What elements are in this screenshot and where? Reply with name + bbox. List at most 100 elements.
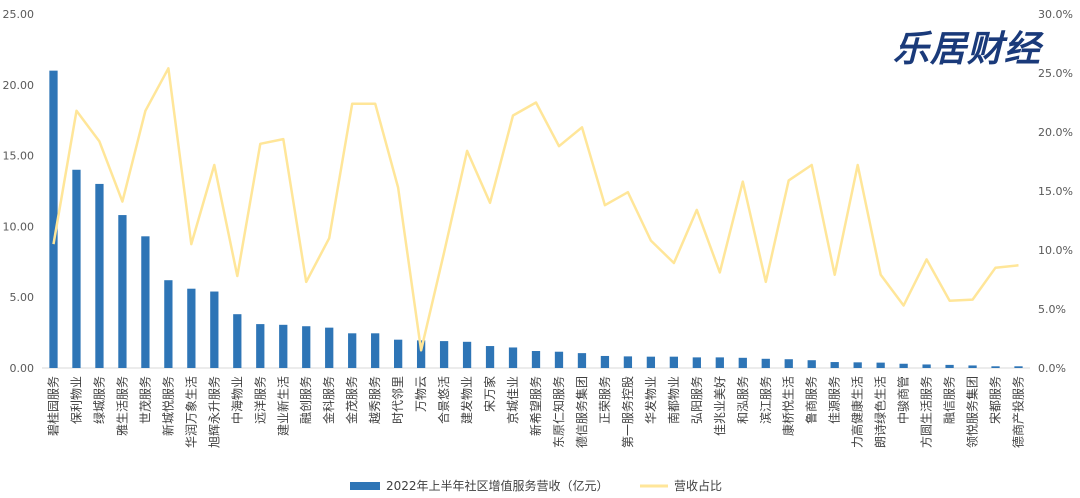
- legend-swatch-bar: [350, 482, 380, 490]
- category-label: 德商产投服务: [1011, 376, 1026, 448]
- category-label: 新希望服务: [528, 376, 543, 436]
- y-left-tick-label: 5.00: [10, 291, 35, 304]
- category-label: 世茂服务: [137, 376, 152, 424]
- category-label: 京城佳业: [506, 376, 520, 424]
- bar: [325, 327, 334, 368]
- category-label: 滨江服务: [758, 376, 773, 424]
- y-right-tick-label: 5.0%: [1038, 303, 1066, 316]
- bar: [968, 365, 977, 368]
- bar: [279, 324, 288, 368]
- category-label: 朗诗绿色生活: [873, 376, 888, 448]
- category-label: 碧桂园服务: [46, 376, 61, 436]
- category-label: 融创服务: [298, 376, 313, 424]
- bar: [187, 288, 196, 368]
- bar: [118, 215, 127, 368]
- category-label: 领悦服务集团: [965, 376, 980, 448]
- y-left-tick-label: 10.00: [3, 220, 35, 233]
- category-label: 和泓服务: [735, 376, 750, 424]
- axes: 0.00 5.00 10.00 15.00 20.00 25.00 0.0% 5.0% 10.0…: [3, 8, 1073, 375]
- bar: [761, 358, 770, 368]
- bar: [876, 362, 885, 368]
- bar: [348, 333, 357, 368]
- bar: [784, 359, 793, 368]
- bar: [302, 326, 311, 368]
- bar: [554, 351, 564, 368]
- bars: [49, 70, 1023, 368]
- y-left-tick-label: 15.00: [3, 150, 35, 163]
- category-label: 新城悦服务: [160, 376, 175, 436]
- bar: [669, 356, 678, 368]
- bar: [600, 355, 610, 368]
- category-label: 金茂服务: [344, 376, 359, 424]
- category-label: 华发物业: [643, 376, 658, 424]
- y-right-tick-label: 25.0%: [1038, 67, 1073, 80]
- category-label: 东原仁知服务: [551, 376, 566, 448]
- category-label: 宋都服务: [988, 376, 1003, 424]
- y-left-tick-label: 0.00: [10, 362, 35, 375]
- line-series: [52, 67, 1019, 352]
- bar: [830, 362, 839, 368]
- y-left-tick-label: 20.00: [3, 79, 35, 92]
- legend: 2022年上半年社区增值服务营收（亿元） 营收占比: [350, 478, 722, 493]
- category-label: 力高健康生活: [850, 376, 865, 448]
- category-label: 建业新生活: [275, 376, 290, 436]
- bar: [485, 346, 495, 368]
- category-label: 方圆生活服务: [919, 376, 934, 448]
- bar: [991, 366, 1000, 368]
- category-label: 华润万象生活: [184, 376, 198, 448]
- y-right-tick-label: 20.0%: [1038, 126, 1073, 139]
- bar: [72, 169, 81, 368]
- category-label: 第一服务控股: [620, 376, 635, 448]
- logo: 乐居财经: [893, 29, 1042, 70]
- y-right-tick-label: 30.0%: [1038, 8, 1073, 21]
- bar: [439, 341, 449, 368]
- bar: [394, 339, 403, 368]
- category-label: 中骏商管: [896, 376, 911, 424]
- bar: [692, 357, 701, 368]
- category-label: 金科服务: [321, 376, 336, 424]
- category-label: 越秀服务: [367, 376, 382, 424]
- legend-label-line: 营收占比: [674, 478, 722, 493]
- legend-label-bar: 2022年上半年社区增值服务营收（亿元）: [386, 478, 609, 493]
- category-label: 鲁商服务: [804, 376, 819, 424]
- bar: [462, 341, 472, 368]
- category-labels: 碧桂园服务 保利物业 绿城服务 雅生活服务 世茂服务 新城悦服务 华润万象生活 旭辉永升服务中…: [46, 376, 1026, 448]
- category-label: 旭辉永升服务: [206, 376, 221, 448]
- category-label: 正荣服务: [597, 376, 612, 424]
- bar: [738, 357, 747, 368]
- bar: [715, 357, 724, 368]
- category-label: 南都物业: [666, 376, 681, 424]
- bar: [508, 347, 518, 368]
- y-right-tick-label: 15.0%: [1038, 185, 1073, 198]
- bar: [256, 324, 265, 368]
- category-label: 弘阳服务: [689, 376, 704, 424]
- bar: [371, 333, 380, 368]
- category-label: 绿城服务: [91, 376, 106, 424]
- bar: [233, 314, 242, 368]
- bar: [95, 183, 104, 368]
- bar: [646, 356, 656, 368]
- bar: [531, 351, 541, 368]
- line-path: [52, 67, 1019, 352]
- category-label: 建发物业: [459, 376, 474, 424]
- category-label: 合景悠活: [436, 376, 451, 424]
- category-label: 佳兆业美好: [713, 376, 727, 436]
- y-right-tick-label: 10.0%: [1038, 244, 1073, 257]
- category-label: 远洋服务: [252, 376, 267, 424]
- y-right-tick-label: 0.0%: [1038, 362, 1066, 375]
- bar: [416, 340, 426, 368]
- bar: [141, 236, 150, 368]
- bar: [210, 291, 219, 368]
- category-label: 宋万家: [482, 376, 497, 412]
- bar: [623, 356, 633, 368]
- bar: [807, 360, 816, 368]
- bar: [577, 353, 587, 368]
- bar: [945, 364, 954, 368]
- bar: [922, 364, 931, 368]
- category-label: 康桥悦生活: [781, 376, 796, 436]
- category-label: 德信服务集团: [574, 376, 589, 448]
- bar: [49, 70, 58, 368]
- category-label: 时代邻里: [391, 376, 405, 424]
- category-label: 佳源服务: [827, 376, 842, 424]
